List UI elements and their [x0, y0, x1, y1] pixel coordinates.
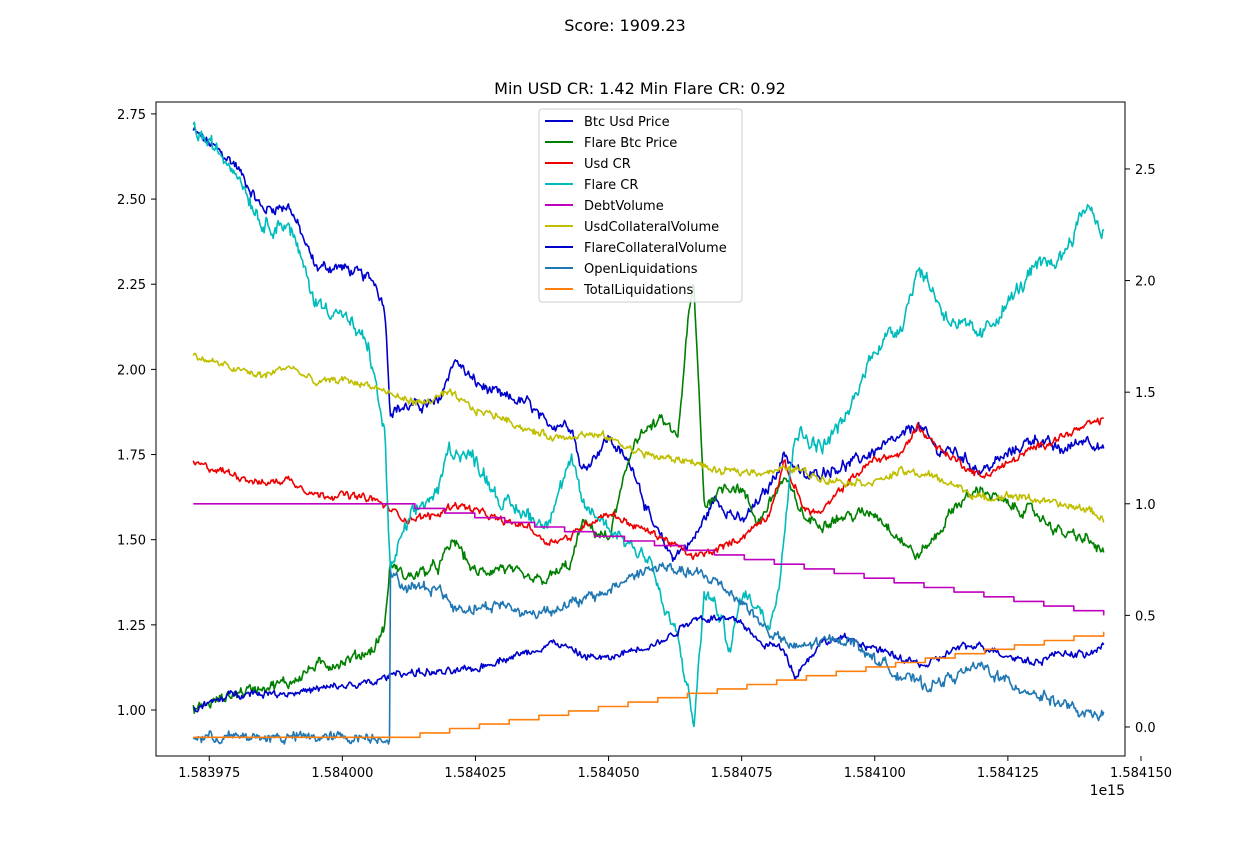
legend-label-open-liquidations: OpenLiquidations — [584, 262, 698, 277]
legend-label-flare-collateral-volume: FlareCollateralVolume — [584, 241, 727, 256]
legend-label-usd-cr: Usd CR — [584, 157, 631, 172]
y-left-tick-label: 1.00 — [117, 704, 146, 719]
legend-label-btc-usd-price: Btc Usd Price — [584, 115, 670, 130]
y-left-tick-label: 2.75 — [117, 108, 146, 123]
legend-label-debt-volume: DebtVolume — [584, 199, 664, 214]
y-left-tick-label: 1.75 — [117, 449, 146, 464]
series-line-total-liquidations — [193, 631, 1105, 739]
series-line-flare-collateral-volume — [193, 614, 1105, 713]
y-axis-right: 0.0 0.5 1.0 1.5 2.0 2.5 — [1125, 163, 1156, 736]
x-axis: 1.583975 1.584000 1.584025 1.584050 1.584075… — [178, 756, 1172, 781]
y-right-tick-label: 2.5 — [1135, 163, 1156, 178]
x-tick-label: 1.584050 — [578, 766, 640, 781]
x-tick-label: 1.584075 — [711, 766, 773, 781]
chart-title: Min USD CR: 1.42 Min Flare CR: 0.92 — [494, 79, 786, 98]
y-left-tick-label: 1.50 — [117, 534, 146, 549]
x-tick-label: 1.584025 — [444, 766, 506, 781]
series-line-btc-usd-price — [192, 127, 1105, 562]
series-line-usd-cr — [192, 416, 1105, 561]
y-right-tick-label: 2.0 — [1135, 275, 1156, 290]
y-left-tick-label: 2.25 — [117, 278, 146, 293]
figure-suptitle: Score: 1909.23 — [564, 16, 685, 35]
series-line-open-liquidations — [192, 562, 1105, 745]
x-tick-label: 1.584125 — [977, 766, 1039, 781]
y-right-tick-label: 0.0 — [1135, 721, 1156, 736]
x-tick-label: 1.584100 — [844, 766, 906, 781]
legend-label-usd-collateral-volume: UsdCollateralVolume — [584, 220, 719, 235]
y-left-tick-label: 2.50 — [117, 193, 146, 208]
y-left-tick-label: 2.00 — [117, 363, 146, 378]
x-tick-label: 1.584150 — [1110, 766, 1172, 781]
y-left-tick-label: 1.25 — [117, 619, 146, 634]
legend-label-total-liquidations: TotalLiquidations — [583, 283, 693, 298]
legend: Btc Usd Price Flare Btc Price Usd CR Flare … — [538, 108, 743, 303]
x-tick-label: 1.583975 — [178, 766, 240, 781]
series-line-debt-volume — [193, 503, 1105, 616]
plot-area-frame — [155, 101, 1126, 757]
y-right-tick-label: 0.5 — [1135, 609, 1156, 624]
legend-label-flare-cr: Flare CR — [584, 178, 638, 193]
legend-label-flare-btc-price: Flare Btc Price — [584, 136, 677, 151]
series-line-usd-collateral-volume — [192, 352, 1105, 523]
series-line-flare-btc-price — [192, 283, 1105, 714]
series-line-flare-cr — [192, 121, 1105, 728]
x-axis-offset-label: 1e15 — [1090, 783, 1125, 799]
x-tick-label: 1.584000 — [311, 766, 373, 781]
legend-box — [538, 108, 743, 303]
y-right-tick-label: 1.0 — [1135, 498, 1156, 513]
y-right-tick-label: 1.5 — [1135, 386, 1156, 401]
series-layer — [192, 121, 1105, 745]
y-axis-left: 1.00 1.25 1.50 1.75 2.00 2.25 2.50 2.75 — [117, 108, 156, 719]
